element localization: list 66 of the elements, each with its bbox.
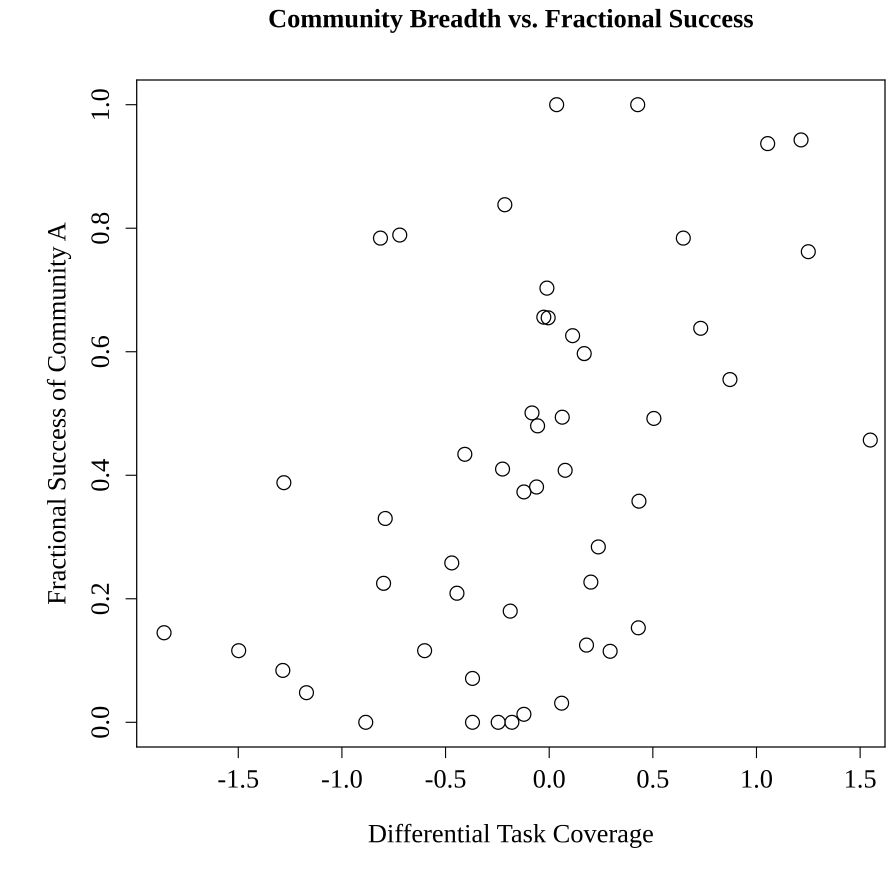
point <box>693 320 708 336</box>
point <box>516 706 532 722</box>
y-tick-label: 0.6 <box>91 336 110 368</box>
chart-title: Community Breadth vs. Fractional Success <box>269 8 753 33</box>
point <box>464 714 480 730</box>
point <box>156 625 172 640</box>
point <box>376 576 392 591</box>
point <box>793 132 809 148</box>
point <box>676 230 691 246</box>
point <box>576 346 592 362</box>
y-tick-label: 0.4 <box>91 459 110 491</box>
x-tick-label: -1.0 <box>322 770 362 788</box>
point <box>549 97 564 112</box>
point <box>231 643 246 658</box>
point <box>494 462 510 477</box>
point <box>565 328 580 344</box>
point <box>417 643 432 658</box>
point <box>760 136 776 152</box>
y-tick-label: 0.8 <box>91 212 110 244</box>
point <box>444 555 460 571</box>
y-tick-label: 0.2 <box>91 584 110 614</box>
point <box>275 662 290 678</box>
y-tick-label: 0.0 <box>91 706 110 738</box>
x-tick-label: -0.5 <box>426 770 466 788</box>
point <box>590 539 606 554</box>
point <box>298 685 314 700</box>
point <box>516 484 532 500</box>
point <box>862 432 878 448</box>
y-tick-label: 1.0 <box>91 89 110 119</box>
point <box>392 227 408 243</box>
x-tick-label: 1.5 <box>846 770 876 788</box>
x-tick-label: 0.5 <box>637 770 668 788</box>
x-tick-label: 1.0 <box>742 770 772 788</box>
point <box>528 479 544 495</box>
point <box>554 410 570 425</box>
point <box>372 230 388 246</box>
point <box>631 494 647 509</box>
point <box>800 244 816 260</box>
point <box>602 644 618 659</box>
point <box>536 310 552 325</box>
point <box>449 586 465 601</box>
point <box>502 604 518 619</box>
point <box>497 197 512 212</box>
point <box>490 714 506 730</box>
point <box>504 714 520 730</box>
point <box>578 638 594 653</box>
x-tick-label: -1.5 <box>218 770 258 788</box>
point <box>457 446 472 462</box>
point <box>539 280 554 296</box>
point <box>554 696 570 711</box>
point <box>722 372 738 388</box>
point <box>583 574 598 590</box>
point <box>558 462 573 478</box>
point <box>464 670 480 686</box>
point <box>630 97 646 112</box>
point <box>378 510 393 526</box>
x-tick-label: 0.0 <box>534 770 565 788</box>
point <box>540 310 556 326</box>
point <box>530 418 546 434</box>
y-axis-title: Fractional Success of Community A <box>46 222 72 604</box>
point <box>630 620 646 636</box>
point <box>276 475 292 490</box>
point <box>646 410 662 426</box>
x-axis-title: Differential Task Coverage <box>368 824 653 848</box>
point <box>524 405 540 420</box>
point <box>358 714 374 730</box>
